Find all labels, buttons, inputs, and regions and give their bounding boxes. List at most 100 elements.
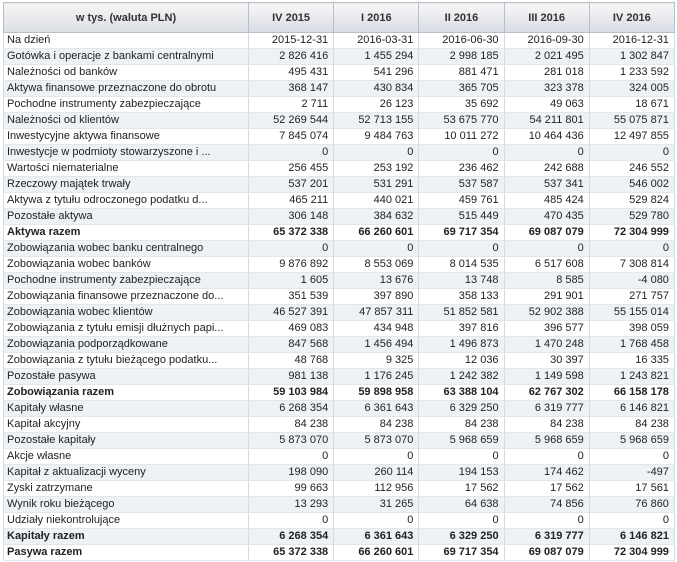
row-value: 1 455 294	[333, 48, 420, 65]
table-body: Na dzień 2015-12-31 2016-03-31 2016-06-30 20…	[3, 32, 675, 561]
row-value: 0	[588, 512, 675, 529]
row-value: 112 956	[333, 480, 420, 497]
table-row: Kapitał z aktualizacji wyceny 198 090 260 …	[3, 464, 675, 481]
row-value: 440 021	[333, 192, 420, 209]
column-header-period[interactable]: IV 2016	[588, 2, 675, 33]
row-value: 0	[247, 512, 335, 529]
row-value: 46 527 391	[247, 304, 335, 321]
row-value: 537 201	[247, 176, 335, 193]
row-value: 7 308 814	[588, 256, 675, 273]
row-label: Należności od klientów	[3, 112, 249, 129]
table-row: Należności od banków 495 431 541 296 881 47…	[3, 64, 675, 81]
row-label: Zobowiązania z tytułu bieżącego podatku.…	[3, 352, 249, 369]
table-row: Pozostałe aktywa 306 148 384 632 515 449 470…	[3, 208, 675, 225]
row-value: 0	[503, 512, 590, 529]
row-value: 0	[588, 144, 675, 161]
row-value: 291 901	[503, 288, 590, 305]
row-value: 396 577	[503, 320, 590, 337]
row-value: 1 233 592	[588, 64, 675, 81]
column-header-period[interactable]: I 2016	[333, 2, 420, 33]
column-header-period[interactable]: II 2016	[418, 2, 505, 33]
column-header-label[interactable]: w tys. (waluta PLN)	[3, 2, 249, 33]
row-value: 323 378	[503, 80, 590, 97]
row-value: 253 192	[333, 160, 420, 177]
table-total-row: Pasywa razem 65 372 338 66 260 601 69 717 3…	[3, 544, 675, 561]
table-row: Zobowiązania wobec banku centralnego 0 0 0 0…	[3, 240, 675, 257]
row-value: 194 153	[418, 464, 505, 481]
row-value: 2016-06-30	[418, 32, 505, 49]
row-value: 6 361 643	[333, 400, 420, 417]
row-value: 537 587	[418, 176, 505, 193]
row-value: 8 553 069	[333, 256, 420, 273]
row-value: 66 158 178	[588, 384, 675, 401]
row-value: 515 449	[418, 208, 505, 225]
row-value: 5 873 070	[247, 432, 335, 449]
row-label: Zobowiązania razem	[3, 384, 249, 401]
row-value: 1 496 873	[418, 336, 505, 353]
row-value: 459 761	[418, 192, 505, 209]
column-header-period[interactable]: IV 2015	[247, 2, 335, 33]
row-label: Udziały niekontrolujące	[3, 512, 249, 529]
row-value: 9 325	[333, 352, 420, 369]
row-value: 0	[418, 240, 505, 257]
row-value: 62 767 302	[503, 384, 590, 401]
row-value: 17 562	[418, 480, 505, 497]
row-value: 84 238	[588, 416, 675, 433]
row-label: Zyski zatrzymane	[3, 480, 249, 497]
row-value: 465 211	[247, 192, 335, 209]
row-label: Zobowiązania wobec klientów	[3, 304, 249, 321]
row-value: 384 632	[333, 208, 420, 225]
row-value: 0	[333, 144, 420, 161]
row-value: 7 845 074	[247, 128, 335, 145]
row-value: 84 238	[333, 416, 420, 433]
row-value: 63 388 104	[418, 384, 505, 401]
row-value: 8 585	[503, 272, 590, 289]
row-value: 59 103 984	[247, 384, 335, 401]
table-row: Udziały niekontrolujące 0 0 0 0 0	[3, 512, 675, 529]
row-label: Kapitał akcyjny	[3, 416, 249, 433]
row-label: Aktywa razem	[3, 224, 249, 241]
row-value: 17 562	[503, 480, 590, 497]
table-row: Inwestycje w podmioty stowarzyszone i ..…	[3, 144, 675, 161]
row-value: 84 238	[247, 416, 335, 433]
row-value: 1 243 821	[588, 368, 675, 385]
row-value: 5 968 659	[588, 432, 675, 449]
row-value: 51 852 581	[418, 304, 505, 321]
row-value: 12 036	[418, 352, 505, 369]
row-label: Zobowiązania finansowe przeznaczone do..…	[3, 288, 249, 305]
row-label: Akcje własne	[3, 448, 249, 465]
row-value: 69 087 079	[503, 224, 590, 241]
row-value: 0	[333, 240, 420, 257]
column-header-period[interactable]: III 2016	[503, 2, 590, 33]
row-value: 69 717 354	[418, 224, 505, 241]
row-value: 485 424	[503, 192, 590, 209]
row-value: 10 011 272	[418, 128, 505, 145]
row-value: 271 757	[588, 288, 675, 305]
row-value: 0	[247, 144, 335, 161]
row-value: 847 568	[247, 336, 335, 353]
row-label: Aktywa z tytułu odroczonego podatku d...	[3, 192, 249, 209]
row-value: 66 260 601	[333, 224, 420, 241]
row-value: 1 470 248	[503, 336, 590, 353]
row-value: 529 824	[588, 192, 675, 209]
row-value: 358 133	[418, 288, 505, 305]
row-label: Wartości niematerialne	[3, 160, 249, 177]
row-value: 31 265	[333, 496, 420, 513]
row-label: Zobowiązania podporządkowane	[3, 336, 249, 353]
row-value: 5 873 070	[333, 432, 420, 449]
row-value: 8 014 535	[418, 256, 505, 273]
table-header-row: w tys. (waluta PLN) IV 2015 I 2016 II 20…	[3, 2, 675, 33]
row-label: Należności od banków	[3, 64, 249, 81]
row-value: -4 080	[588, 272, 675, 289]
row-value: 6 319 777	[503, 400, 590, 417]
row-value: 53 675 770	[418, 112, 505, 129]
row-value: 2 826 416	[247, 48, 335, 65]
row-value: 69 087 079	[503, 544, 590, 561]
row-value: 2 021 495	[503, 48, 590, 65]
row-value: 6 329 250	[418, 528, 505, 545]
row-value: 881 471	[418, 64, 505, 81]
row-value: 306 148	[247, 208, 335, 225]
row-label: Gotówka i operacje z bankami centralnymi	[3, 48, 249, 65]
row-value: 52 269 544	[247, 112, 335, 129]
row-value: 6 146 821	[588, 528, 675, 545]
